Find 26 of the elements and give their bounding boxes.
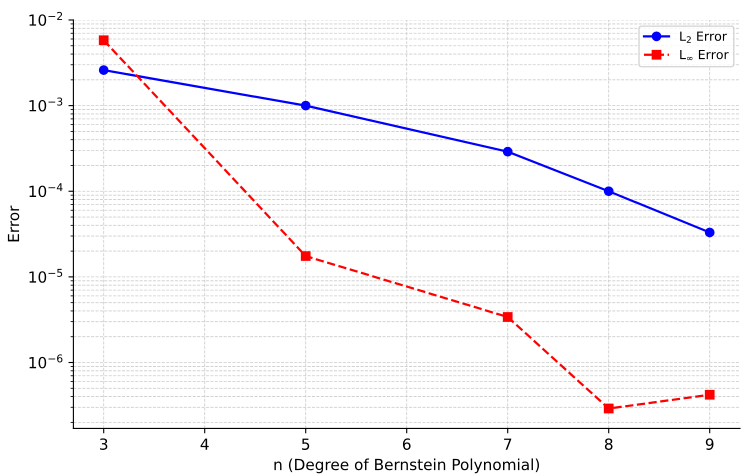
point <box>300 100 311 110</box>
x-tick-label: 4 <box>200 438 209 450</box>
point <box>704 390 715 400</box>
x-tick-label: 6 <box>402 438 411 450</box>
y-tick-label: 10$^{−2}$ <box>29 12 62 26</box>
x-tick-label: 8 <box>604 438 613 450</box>
point <box>604 186 614 196</box>
x-axis-title: n (Degree of Bernstein Polynomial) <box>274 458 540 474</box>
point <box>98 35 109 46</box>
point <box>98 65 109 75</box>
point <box>604 404 614 414</box>
y-tick-label: 10$^{−5}$ <box>29 268 62 283</box>
point <box>704 228 715 238</box>
y-tick-label: 10$^{−3}$ <box>29 98 62 112</box>
legend-label: L$_{∞}$ Error <box>680 50 729 60</box>
x-tick-label: 5 <box>302 438 310 450</box>
y-tick-label: 10$^{−6}$ <box>29 354 62 368</box>
x-tick-label: 9 <box>706 438 714 450</box>
point <box>502 312 513 322</box>
y-axis-title: Error <box>8 206 20 242</box>
x-tick-label: 3 <box>100 438 108 450</box>
point <box>300 251 311 261</box>
y-tick-label: 10$^{−4}$ <box>29 183 63 198</box>
point <box>502 146 513 157</box>
legend-label: L$_{2}$ Error <box>680 32 727 43</box>
x-tick-label: 7 <box>504 438 512 450</box>
